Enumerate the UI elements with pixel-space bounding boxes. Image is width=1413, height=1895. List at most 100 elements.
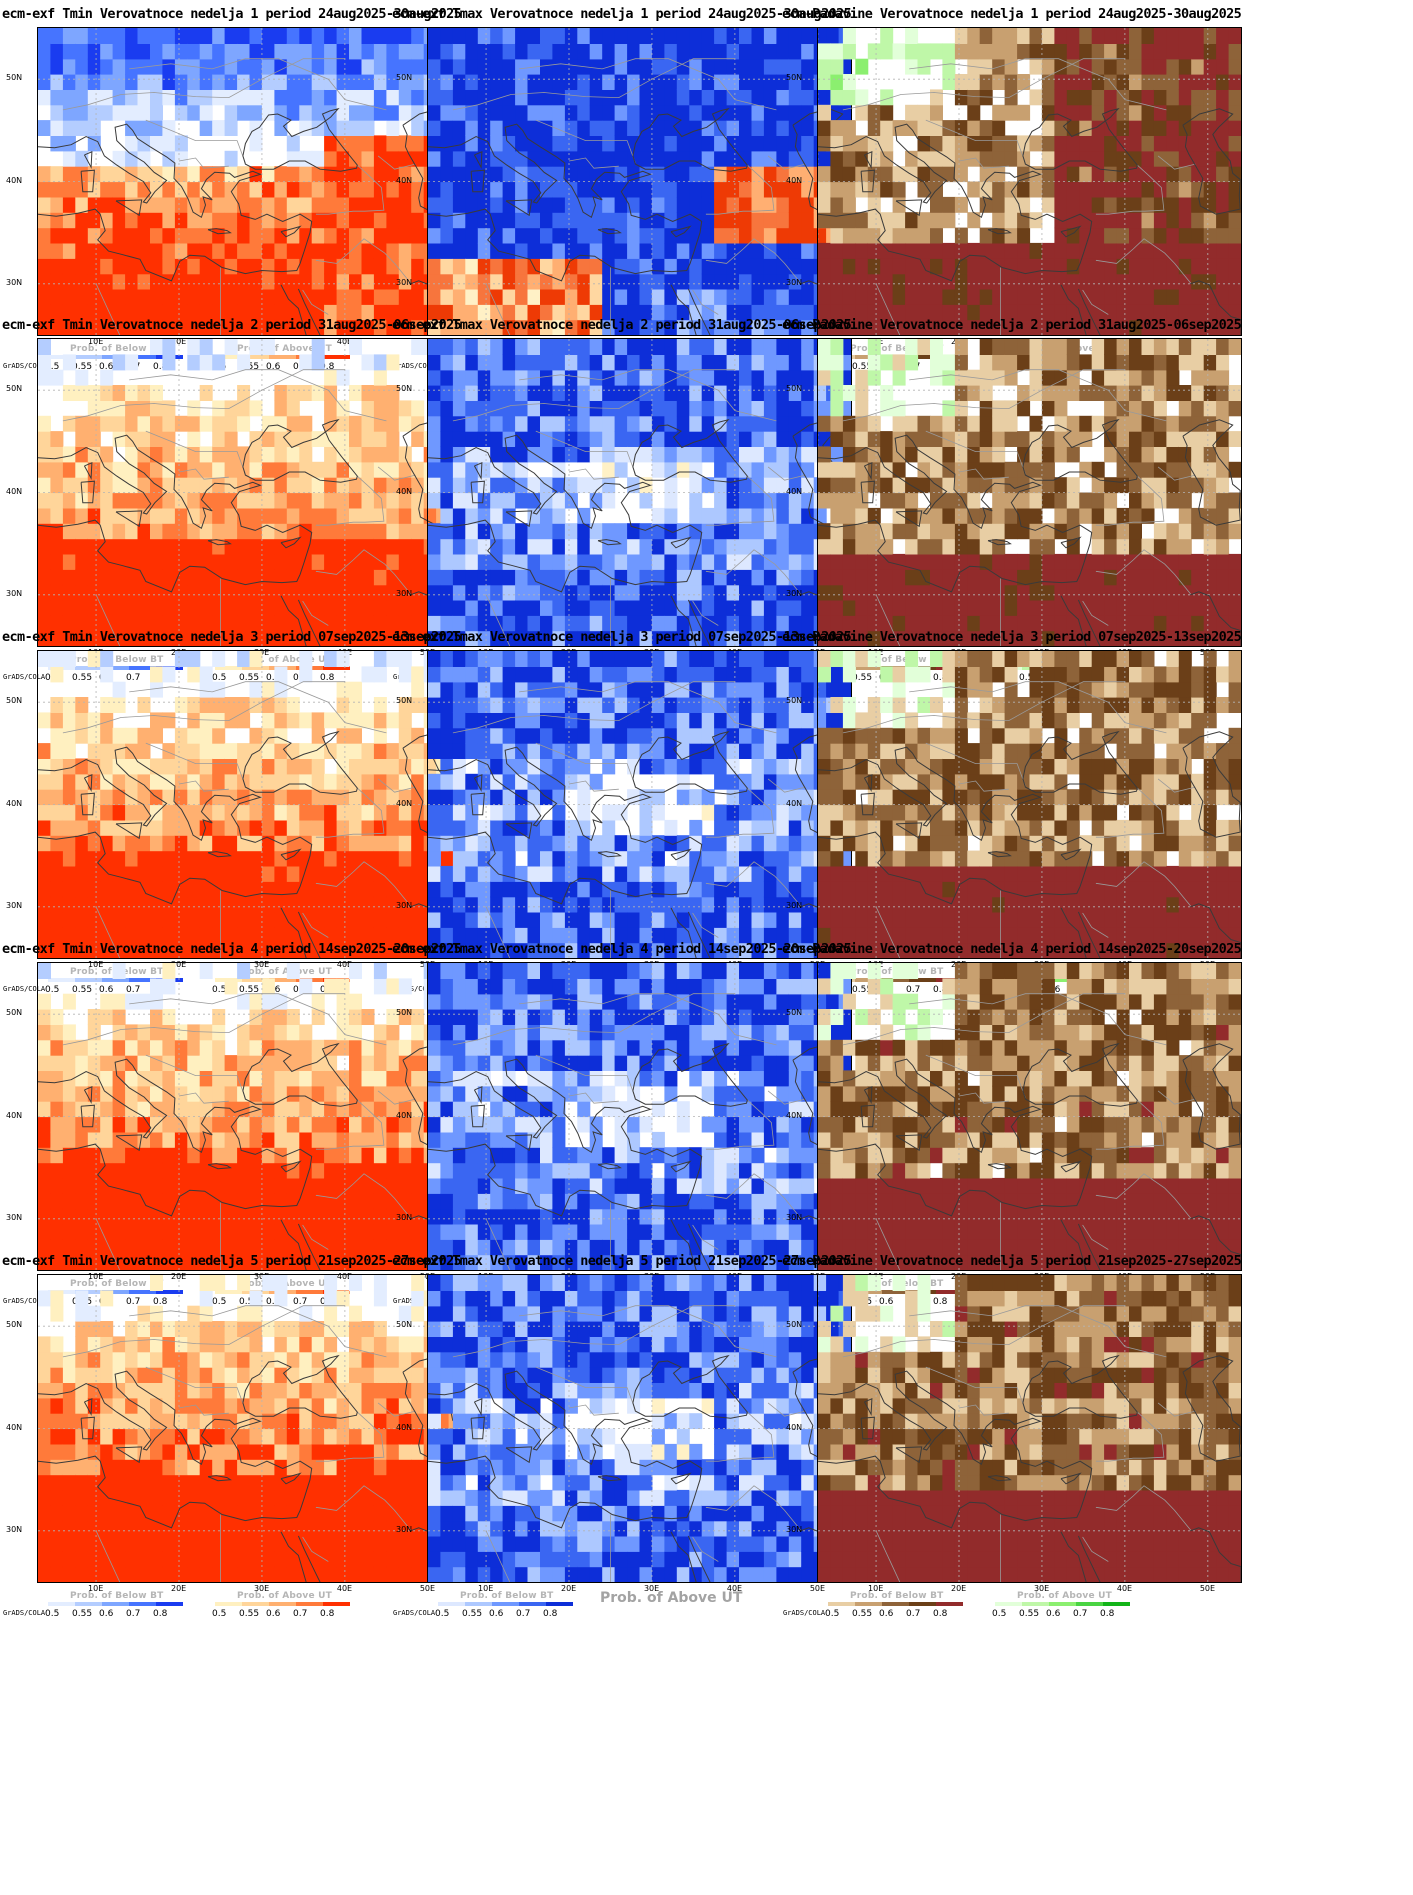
country-border xyxy=(315,1485,412,1532)
country-border xyxy=(909,681,1167,734)
coastline xyxy=(207,1163,232,1170)
legend-swatch xyxy=(48,1602,75,1606)
coastline xyxy=(80,480,95,504)
country-border xyxy=(925,742,1026,787)
coastline xyxy=(242,1354,358,1419)
legend-tick: 0.6 xyxy=(879,1609,894,1619)
country-border xyxy=(485,1218,511,1270)
legend-swatch xyxy=(156,1290,183,1294)
latitude-label: 50N xyxy=(6,384,23,394)
country-border xyxy=(705,1411,775,1462)
country-border xyxy=(875,1218,901,1270)
map-canvas xyxy=(428,28,851,335)
legend-swatch xyxy=(129,1602,156,1606)
coastline xyxy=(207,1475,232,1482)
legend-tick: 0.7 xyxy=(1073,1609,1088,1619)
latitude-label: 40N xyxy=(6,798,23,808)
coastline xyxy=(242,730,358,795)
country-border xyxy=(705,475,775,526)
legend-swatch xyxy=(323,1602,350,1606)
coastline xyxy=(297,911,321,958)
coastline xyxy=(1060,907,1087,958)
country-border xyxy=(842,369,1125,422)
latitude-label: 30N xyxy=(396,588,413,598)
map-panel-precip-week-4: ecm-Padavine Verovatnoce nedelja 4 perio… xyxy=(780,935,1251,1314)
coastline xyxy=(280,1472,302,1485)
coastline xyxy=(473,1398,483,1416)
latitude-label: 30N xyxy=(396,1212,413,1222)
legend-tick: 0.6 xyxy=(266,1609,281,1619)
map-panel-tmax-week-5: ecm-exf Tmax Verovatnoce nedelja 5 perio… xyxy=(390,1247,861,1626)
legend-swatch xyxy=(215,355,242,359)
coastline xyxy=(632,1354,748,1419)
country-border xyxy=(842,993,1125,1046)
country-border xyxy=(145,430,246,475)
country-border xyxy=(958,780,1009,792)
coastline xyxy=(687,1535,711,1582)
legend-swatch xyxy=(882,1290,909,1294)
latitude-label: 50N xyxy=(6,696,23,706)
probability-cells xyxy=(818,1275,1241,1582)
legend-swatch xyxy=(269,1602,296,1606)
grads-credit: GrADS/COLA xyxy=(393,1609,436,1617)
legend-swatch xyxy=(129,666,156,670)
legend-title: Prob. of Below BT xyxy=(70,655,164,665)
country-border xyxy=(842,58,1125,111)
country-border xyxy=(692,289,719,315)
country-border xyxy=(452,993,735,1046)
country-border xyxy=(452,1305,735,1358)
coastline xyxy=(207,539,232,546)
coastline xyxy=(863,1398,873,1416)
country-border xyxy=(95,283,121,335)
probability-map xyxy=(427,962,852,1271)
legend-swatch xyxy=(296,1602,323,1606)
probability-map xyxy=(817,338,1242,647)
legend-tick: 0.55 xyxy=(239,985,260,995)
coastline xyxy=(597,1475,622,1482)
coastline xyxy=(1077,1535,1101,1582)
longitude-label: 10E xyxy=(478,1584,494,1593)
country-border xyxy=(875,283,901,335)
country-border xyxy=(1095,1485,1192,1532)
latitude-label: 40N xyxy=(396,798,413,808)
legend-swatch xyxy=(242,666,269,670)
legend-tick: 0.8 xyxy=(153,1297,168,1307)
latitude-label: 50N xyxy=(396,696,413,706)
latitude-label: 50N xyxy=(6,1008,23,1018)
coastline xyxy=(297,599,321,646)
legend-swatch xyxy=(438,1602,465,1606)
coastline xyxy=(80,169,95,193)
country-border xyxy=(452,369,735,422)
latitude-label: 50N xyxy=(786,1008,803,1018)
legend-tick: 0.55 xyxy=(72,985,93,995)
country-border xyxy=(958,157,1009,169)
legend-tick: 0.55 xyxy=(462,1609,483,1619)
coastline xyxy=(242,1042,358,1107)
latitude-label: 40N xyxy=(6,1422,23,1432)
country-border xyxy=(909,993,1167,1046)
country-border xyxy=(705,1099,775,1150)
legend-tick: 0.6 xyxy=(99,362,114,372)
country-border xyxy=(767,466,806,481)
country-border xyxy=(909,58,1167,111)
coastline xyxy=(280,225,302,238)
latitude-label: 50N xyxy=(786,73,803,83)
country-border xyxy=(875,594,901,646)
legend-tick: 0.8 xyxy=(543,1609,558,1619)
latitude-label: 40N xyxy=(396,1422,413,1432)
country-border xyxy=(535,742,636,787)
country-border xyxy=(377,1090,416,1105)
coastline xyxy=(895,199,923,217)
country-border xyxy=(705,549,802,596)
country-border xyxy=(485,1530,511,1582)
coastline xyxy=(1060,1531,1087,1582)
country-border xyxy=(705,861,802,908)
legend-tick: 0.55 xyxy=(852,362,873,372)
coastline xyxy=(428,746,703,905)
legend-swatch xyxy=(855,666,882,670)
legend-tick: 0.55 xyxy=(72,362,93,372)
legend-title: Prob. of Above UT xyxy=(237,967,332,977)
coastline xyxy=(80,792,95,816)
legend-tick: 0.8 xyxy=(933,1609,948,1619)
country-border xyxy=(958,1092,1009,1104)
